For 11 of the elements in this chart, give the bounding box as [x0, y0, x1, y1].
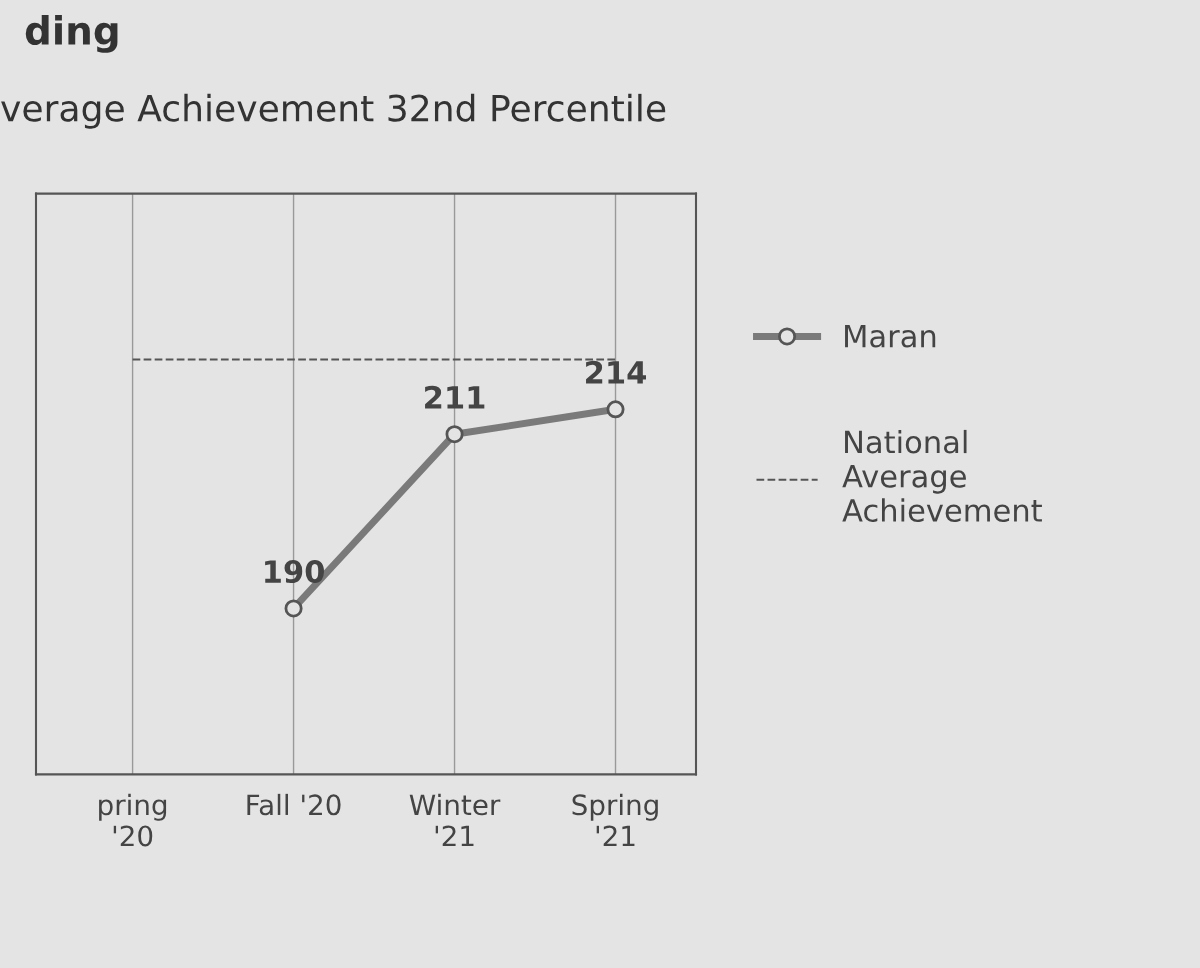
- x-tick-label: Spring '21: [572, 793, 658, 847]
- data-label: 211: [425, 385, 485, 409]
- legend-label: Maran: [845, 324, 936, 348]
- x-tick-label: Fall '20: [247, 793, 341, 816]
- data-label: 214: [586, 360, 646, 384]
- data-label: 190: [265, 559, 324, 584]
- x-tick-label: Winter '21: [409, 793, 501, 847]
- x-tick-label: pring '20: [99, 793, 167, 847]
- chart-title: ding: [25, 14, 118, 53]
- chart-subtitle: verage Achievement 32nd Percentile: [1, 93, 666, 129]
- legend-label: National Average Achievement: [842, 429, 1042, 522]
